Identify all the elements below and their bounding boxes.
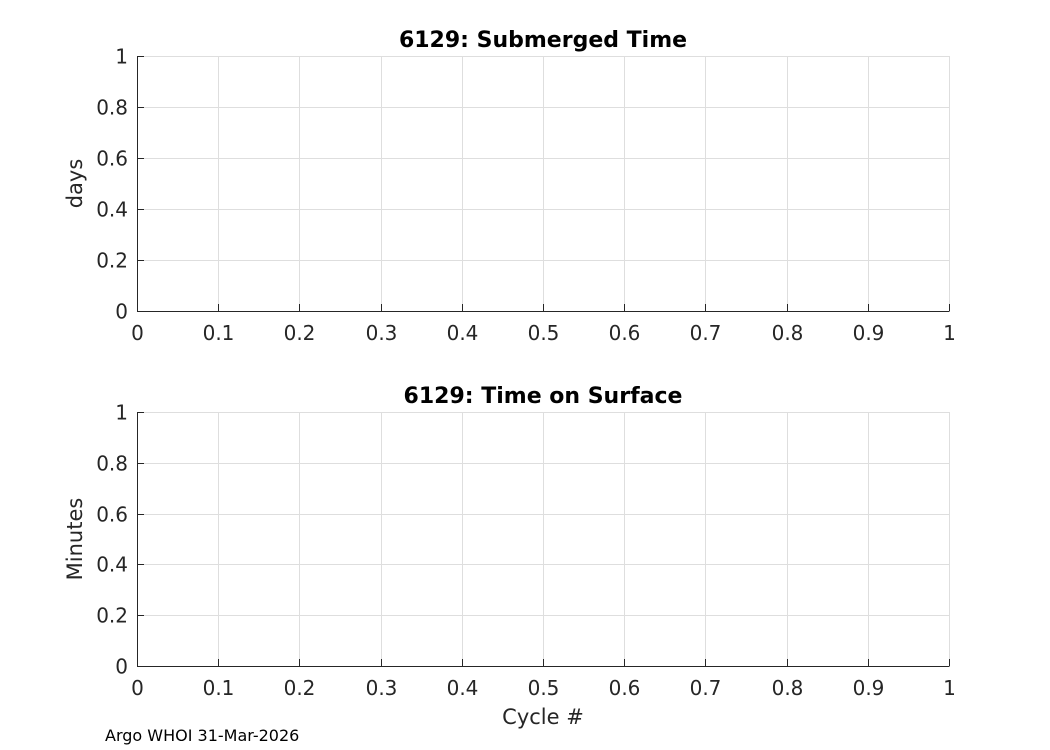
submerged-xtick-label: 0.5 <box>528 321 560 345</box>
surface-y-axis-label: Minutes <box>63 498 87 581</box>
submerged-xtick-label: 0.1 <box>203 321 235 345</box>
surface-x-axis-label: Cycle # <box>502 705 584 729</box>
submerged-ytick-label: 0.8 <box>96 96 128 120</box>
submerged-xtick-label: 0.7 <box>690 321 722 345</box>
surface-xtick-label: 0.2 <box>284 676 316 700</box>
submerged-xtick-label: 0.3 <box>366 321 398 345</box>
surface-ytick-label: 0 <box>115 655 128 679</box>
submerged-y-axis-label: days <box>63 159 87 209</box>
submerged-xtick-label: 0.9 <box>853 321 885 345</box>
surface-xtick-label: 0 <box>131 676 144 700</box>
time-on-surface-plot: 0 0.1 0.2 0.3 0.4 0.5 0.6 0.7 0.8 0.9 1 0 0.2 0.4 0.6 0… <box>63 384 956 729</box>
submerged-chart-title: 6129: Submerged Time <box>399 28 687 53</box>
submerged-ytick-label: 0.2 <box>96 249 128 273</box>
surface-chart-title: 6129: Time on Surface <box>404 384 683 409</box>
submerged-time-plot: 0 0.1 0.2 0.3 0.4 0.5 0.6 0.7 0.8 0.9 1 0 0.2 0.4 0.6 0… <box>63 28 956 345</box>
surface-ytick-label: 0.8 <box>96 452 128 476</box>
surface-ytick-label: 0.2 <box>96 604 128 628</box>
surface-xtick-label: 0.7 <box>690 676 722 700</box>
surface-xtick-label: 1 <box>943 676 956 700</box>
surface-ytick-label: 0.4 <box>96 553 128 577</box>
submerged-xtick-label: 0.4 <box>447 321 479 345</box>
submerged-xtick-label: 1 <box>943 321 956 345</box>
surface-ytick-label: 0.6 <box>96 503 128 527</box>
surface-xtick-label: 0.1 <box>203 676 235 700</box>
surface-xtick-label: 0.4 <box>447 676 479 700</box>
surface-xtick-label: 0.8 <box>772 676 804 700</box>
submerged-xtick-label: 0 <box>131 321 144 345</box>
submerged-xtick-label: 0.6 <box>609 321 641 345</box>
surface-xtick-label: 0.3 <box>366 676 398 700</box>
submerged-ytick-label: 1 <box>115 45 128 69</box>
submerged-ytick-label: 0.4 <box>96 198 128 222</box>
surface-ytick-label: 1 <box>115 401 128 425</box>
submerged-xtick-label: 0.2 <box>284 321 316 345</box>
submerged-ytick-label: 0 <box>115 300 128 324</box>
surface-xtick-label: 0.6 <box>609 676 641 700</box>
surface-xtick-label: 0.9 <box>853 676 885 700</box>
surface-xtick-label: 0.5 <box>528 676 560 700</box>
submerged-ytick-label: 0.6 <box>96 147 128 171</box>
footer-credit: Argo WHOI 31-Mar-2026 <box>105 726 299 745</box>
submerged-xtick-label: 0.8 <box>772 321 804 345</box>
